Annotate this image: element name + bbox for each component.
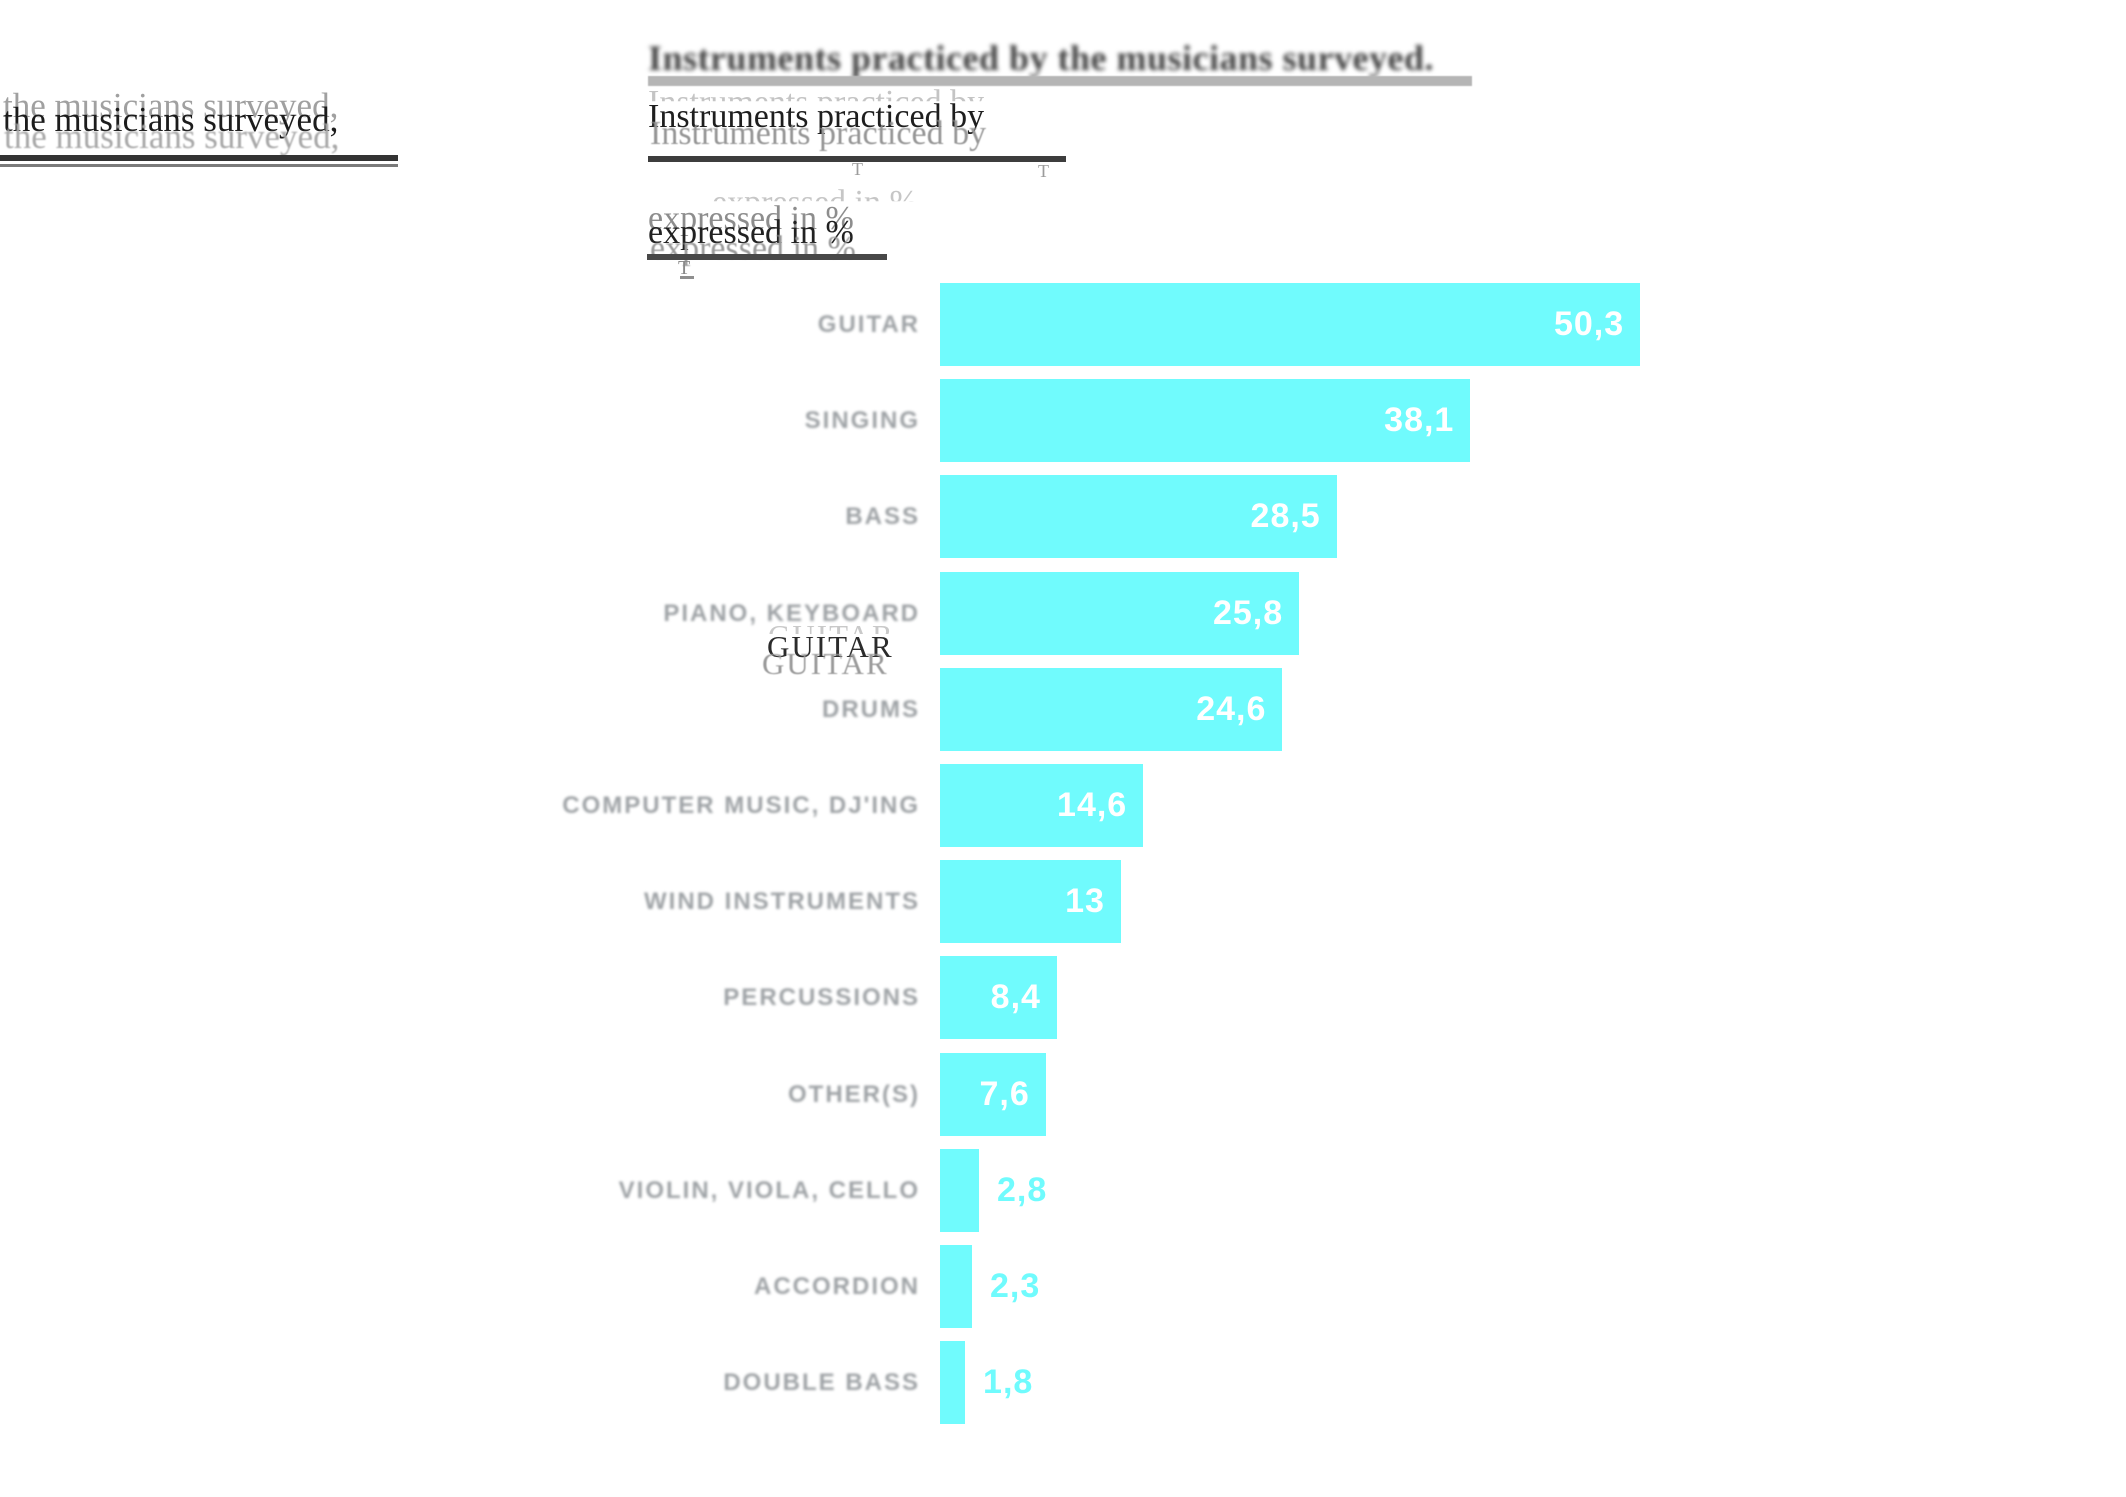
ghost-tick-mark: T bbox=[852, 159, 863, 179]
value-label: 14,6 bbox=[1057, 786, 1128, 824]
value-label: 50,3 bbox=[1553, 305, 1625, 343]
ghost-tick-mark: T bbox=[1038, 161, 1049, 181]
category-label: VIOLIN, VIOLA, CELLO bbox=[618, 1176, 920, 1204]
bar-accordion bbox=[940, 1245, 973, 1328]
chart-row: GUITAR 50,3 bbox=[0, 283, 2126, 366]
bar-bass: 28,5 bbox=[940, 475, 1337, 559]
category-label: SINGING bbox=[804, 407, 920, 435]
category-label: WIND INSTRUMENTS bbox=[644, 888, 920, 916]
ghost-center-fragment-sharp: Instruments practiced by bbox=[648, 98, 985, 135]
category-label: PIANO, KEYBOARD bbox=[663, 599, 920, 627]
bar-computer-music: 14,6 bbox=[940, 764, 1144, 847]
category-label: COMPUTER MUSIC, DJ'ING bbox=[562, 792, 920, 819]
value-label: 7,6 bbox=[979, 1074, 1030, 1113]
chart-row: SINGING 38,1 bbox=[0, 379, 2126, 463]
chart-row: ACCORDION 2,3 bbox=[0, 1245, 2126, 1328]
ghost-subtitle-sharp: expressed in % bbox=[648, 214, 854, 251]
ghost-left-fragment-halo: the musicians surveyed, bbox=[4, 117, 340, 156]
ghost-subtitle-underline bbox=[647, 254, 887, 260]
bar-wind-instruments: 13 bbox=[940, 860, 1121, 944]
category-label: DOUBLE BASS bbox=[723, 1369, 920, 1397]
bar-violin-viola-cello bbox=[940, 1148, 979, 1232]
ghost-subtitle-mid: expressed in % bbox=[648, 200, 854, 237]
value-label: 2,8 bbox=[996, 1170, 1048, 1209]
bar-guitar: 50,3 bbox=[940, 283, 1641, 366]
chart-row: COMPUTER MUSIC, DJ'ING 14,6 bbox=[0, 764, 2126, 847]
ghost-guitar-top: GUITAR bbox=[768, 618, 895, 653]
ghost-title-pixelated: Instruments practiced by the musicians s… bbox=[648, 38, 1434, 78]
category-label: GUITAR bbox=[817, 311, 920, 338]
category-label: ACCORDION bbox=[754, 1273, 920, 1300]
category-label: OTHER(S) bbox=[788, 1080, 920, 1108]
ghost-subtitle-top: expressed in % bbox=[712, 184, 918, 221]
chart-row: DRUMS 24,6 bbox=[0, 667, 2126, 751]
value-label: 28,5 bbox=[1250, 497, 1321, 536]
value-label: 24,6 bbox=[1196, 689, 1267, 728]
ghost-center-fragment-top: Instruments practiced by bbox=[648, 84, 985, 121]
bar-singing: 38,1 bbox=[940, 379, 1471, 463]
bar-piano-keyboard: 25,8 bbox=[940, 571, 1300, 655]
category-label: PERCUSSIONS bbox=[723, 984, 920, 1012]
chart-row: PERCUSSIONS 8,4 bbox=[0, 956, 2126, 1040]
ghost-center-fragment-halo: Instruments practiced by bbox=[650, 115, 987, 152]
ghost-center-underline bbox=[648, 156, 1066, 162]
ghost-left-fragment-light: the musicians surveyed, bbox=[3, 86, 339, 125]
ghost-title-underline-band bbox=[648, 76, 1472, 86]
bar-percussions: 8,4 bbox=[940, 956, 1057, 1040]
ghost-left-fragment-sharp: the musicians surveyed, bbox=[3, 100, 339, 139]
chart-row: BASS 28,5 bbox=[0, 475, 2126, 559]
ghost-tick-mark: T bbox=[678, 257, 691, 279]
ghost-guitar-halo: GUITAR bbox=[762, 646, 889, 681]
bar-others: 7,6 bbox=[940, 1052, 1046, 1136]
bar-double-bass bbox=[940, 1341, 966, 1425]
value-label: 1,8 bbox=[983, 1363, 1034, 1402]
chart-row: VIOLIN, VIOLA, CELLO 2,8 bbox=[0, 1148, 2126, 1232]
chart-row: PIANO, KEYBOARD 25,8 bbox=[0, 571, 2126, 655]
ghost-dash-mark bbox=[680, 276, 694, 279]
bar-drums: 24,6 bbox=[940, 667, 1283, 751]
value-label: 25,8 bbox=[1212, 593, 1284, 632]
value-label: 8,4 bbox=[990, 978, 1041, 1017]
value-label: 2,3 bbox=[990, 1267, 1041, 1305]
chart-row: DOUBLE BASS 1,8 bbox=[0, 1341, 2126, 1425]
chart-row: WIND INSTRUMENTS 13 bbox=[0, 860, 2126, 944]
category-label: BASS bbox=[845, 503, 920, 531]
value-label: 13 bbox=[1065, 882, 1105, 921]
category-label: DRUMS bbox=[822, 695, 920, 723]
ghost-guitar-sharp: GUITAR bbox=[767, 629, 894, 664]
chart-row: OTHER(S) 7,6 bbox=[0, 1052, 2126, 1136]
value-label: 38,1 bbox=[1384, 401, 1455, 440]
ghost-left-underline-thin bbox=[0, 164, 398, 167]
ghost-left-underline bbox=[0, 155, 398, 161]
